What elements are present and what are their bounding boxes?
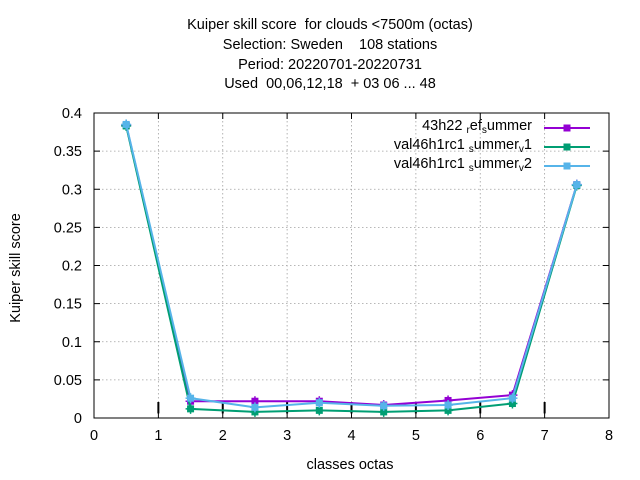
legend-sample-marker-2 xyxy=(563,143,571,151)
legend-text-part: ef xyxy=(469,118,482,134)
x-axis-label: classes octas xyxy=(306,457,394,473)
series-line-1 xyxy=(125,124,578,407)
x-tick-label: 6 xyxy=(476,428,484,444)
legend-text-part: s xyxy=(468,163,474,174)
legend-text-part: 1 xyxy=(523,137,532,153)
legend-text-part: s xyxy=(481,125,487,136)
x-tick-label: 7 xyxy=(541,428,549,444)
y-tick-label: 0.4 xyxy=(62,106,82,122)
series-line-2 xyxy=(125,125,578,413)
legend-entry-2: val46h1rc1 summerv1 xyxy=(394,137,532,155)
legend-text-part: ummer xyxy=(473,137,519,153)
y-tick-label: 0.3 xyxy=(62,182,82,198)
y-tick-label: 0.05 xyxy=(54,373,82,389)
x-tick-label: 0 xyxy=(90,428,98,444)
x-tick-label: 4 xyxy=(347,428,355,444)
x-tick-label: 1 xyxy=(154,428,162,444)
legend-entry-1: 43h22 refsummer xyxy=(422,118,532,136)
y-tick-label: 0.25 xyxy=(54,220,82,236)
series-line-3 xyxy=(125,124,578,409)
x-tick-label: 5 xyxy=(412,428,420,444)
legend-text-part: ummer xyxy=(473,156,519,172)
x-tick-label: 3 xyxy=(283,428,291,444)
legend-text-part: val46h1rc1 xyxy=(393,156,469,172)
title-line-2: Selection: Sweden 108 stations xyxy=(222,37,438,53)
title-line-3: Period: 20220701-20220731 xyxy=(238,57,422,73)
legend-text-part: v xyxy=(518,144,524,155)
x-tick-label: 2 xyxy=(219,428,227,444)
title-line-4: Used 00,06,12,18 + 03 06 ... 48 xyxy=(224,76,436,92)
y-tick-label: 0.2 xyxy=(62,259,82,275)
y-axis-label: Kuiper skill score xyxy=(8,213,24,323)
legend-text-part: s xyxy=(468,144,474,155)
x-tick-label: 8 xyxy=(605,428,613,444)
y-tick-label: 0 xyxy=(74,411,82,427)
legend-text-part: ummer xyxy=(486,118,532,134)
legend-text-part: 2 xyxy=(523,156,532,172)
legend-text-part: 43h22 xyxy=(422,118,467,134)
y-tick-label: 0.35 xyxy=(54,144,82,160)
legend-text-part: val46h1rc1 xyxy=(393,137,469,153)
legend-text-part: r xyxy=(466,125,470,136)
legend-text-part: v xyxy=(518,163,524,174)
legend-entry-3: val46h1rc1 summerv2 xyxy=(394,156,532,174)
y-tick-label: 0.1 xyxy=(62,335,82,351)
legend-sample-marker-1 xyxy=(563,124,571,132)
title-line-1: Kuiper skill score for clouds <7500m (oc… xyxy=(187,17,473,33)
y-tick-label: 0.15 xyxy=(54,297,82,313)
legend-sample-marker-3 xyxy=(563,162,571,170)
